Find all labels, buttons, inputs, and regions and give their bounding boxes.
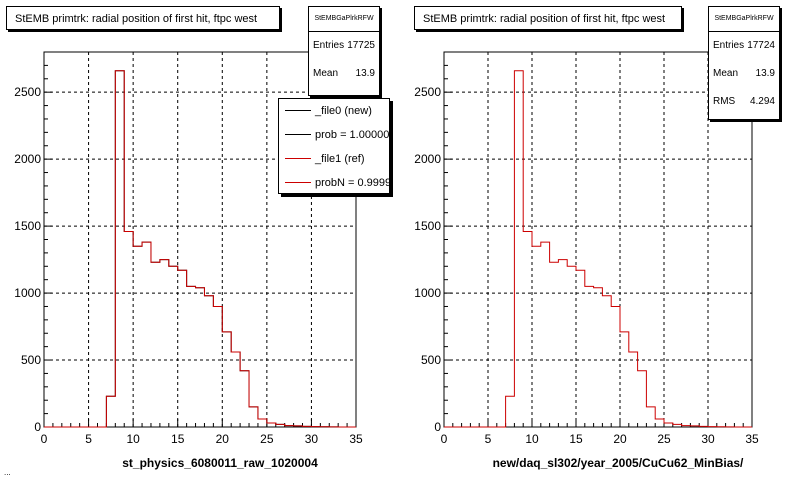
right-stats-mean-value: 13.9 [755, 68, 775, 79]
x-tick-label: 10 [126, 432, 140, 446]
y-tick-label: 1000 [14, 286, 41, 300]
left-stats-entries-label: Entries [313, 40, 345, 51]
left-stats-mean-value: 13.9 [355, 68, 375, 79]
right-histogram-plot: 0 5 10 15 20 25 30 35 0 500 1000 1500 2000 2500 new/da… [414, 51, 759, 470]
left-stats-mean-row: Mean 13.9 [309, 60, 379, 88]
y-tick-label: 0 [434, 420, 441, 434]
legend-entry-file0: _file0 (new) [279, 99, 389, 123]
left-stats-name: StEMBGaPlrkRFW [309, 7, 379, 32]
right-stats-entries-label: Entries [713, 40, 745, 51]
y-tick-label: 2500 [414, 85, 441, 99]
footer-text: ... [4, 468, 11, 477]
x-tick-label: 10 [525, 432, 539, 446]
right-stats-mean-row: Mean 13.9 [709, 60, 779, 88]
right-stats-entries-row: Entries 17724 [709, 32, 779, 60]
legend-label-probn: probN = 0.999998 [315, 177, 390, 189]
left-legend: _file0 (new) prob = 1.000000 _file1 (ref… [278, 98, 390, 194]
y-tick-label: 500 [21, 353, 41, 367]
histogram-series-line [44, 70, 356, 428]
right-histogram-panel: 0 5 10 15 20 25 30 35 0 500 1000 1500 2000 2500 new/da… [400, 0, 800, 480]
histogram-series-line [444, 70, 752, 428]
legend-entry-file1: _file1 (ref) [279, 147, 389, 171]
y-tick-label: 1500 [414, 219, 441, 233]
right-stats-name: StEMBGaPlrkRFW [709, 7, 779, 32]
plot-frame [443, 51, 753, 428]
right-stats-entries-value: 17724 [747, 40, 775, 51]
left-stats-entries-row: Entries 17725 [309, 32, 379, 60]
x-tick-label: 30 [701, 432, 715, 446]
x-tick-label: 15 [171, 432, 185, 446]
legend-label-prob: prob = 1.000000 [315, 129, 390, 141]
left-stats-entries-value: 17725 [347, 40, 375, 51]
x-tick-label: 5 [485, 432, 492, 446]
legend-line-prob [285, 134, 311, 135]
x-tick-label: 20 [216, 432, 230, 446]
left-plot-title: StEMB primtrk: radial position of first … [6, 6, 280, 30]
y-tick-label: 500 [421, 353, 441, 367]
y-tick-label: 2500 [14, 85, 41, 99]
right-stats-rms-label: RMS [713, 96, 736, 107]
legend-label-file1: _file1 (ref) [315, 153, 365, 165]
y-tick-label: 2000 [14, 152, 41, 166]
legend-entry-probn: probN = 0.999998 [279, 171, 390, 193]
x-tick-label: 25 [657, 432, 671, 446]
legend-line-file1 [285, 158, 311, 159]
y-tick-label: 1000 [414, 286, 441, 300]
left-stats-mean-label: Mean [313, 68, 339, 79]
x-tick-label: 35 [349, 432, 363, 446]
right-stats-rms-value: 4.294 [749, 96, 775, 107]
legend-line-file0 [285, 110, 311, 111]
legend-entry-prob: prob = 1.000000 [279, 123, 389, 147]
x-tick-label: 0 [441, 432, 448, 446]
x-axis-label: st_physics_6080011_raw_1020004 [122, 456, 318, 470]
x-tick-label: 20 [613, 432, 627, 446]
right-plot-title: StEMB primtrk: radial position of first … [414, 6, 682, 30]
x-tick-label: 5 [85, 432, 92, 446]
x-tick-label: 30 [305, 432, 319, 446]
right-stats-mean-label: Mean [713, 68, 739, 79]
right-stats-box: StEMBGaPlrkRFW Entries 17724 Mean 13.9 R… [708, 6, 780, 120]
y-tick-label: 0 [34, 420, 41, 434]
legend-line-probn [285, 182, 311, 183]
legend-label-file0: _file0 (new) [315, 105, 372, 117]
y-tick-label: 2000 [414, 152, 441, 166]
x-axis-label: new/daq_sl302/year_2005/CuCu62_MinBias/ [493, 456, 744, 470]
x-tick-label: 35 [745, 432, 759, 446]
x-tick-label: 15 [569, 432, 583, 446]
left-stats-box: StEMBGaPlrkRFW Entries 17725 Mean 13.9 [308, 6, 380, 96]
left-histogram-panel: 0 5 10 15 20 25 30 35 0 500 1000 1500 2000 2500 st_phy… [6, 6, 390, 470]
y-tick-label: 1500 [14, 219, 41, 233]
right-stats-rms-row: RMS 4.294 [709, 88, 779, 116]
x-tick-label: 0 [41, 432, 48, 446]
x-tick-label: 25 [260, 432, 274, 446]
